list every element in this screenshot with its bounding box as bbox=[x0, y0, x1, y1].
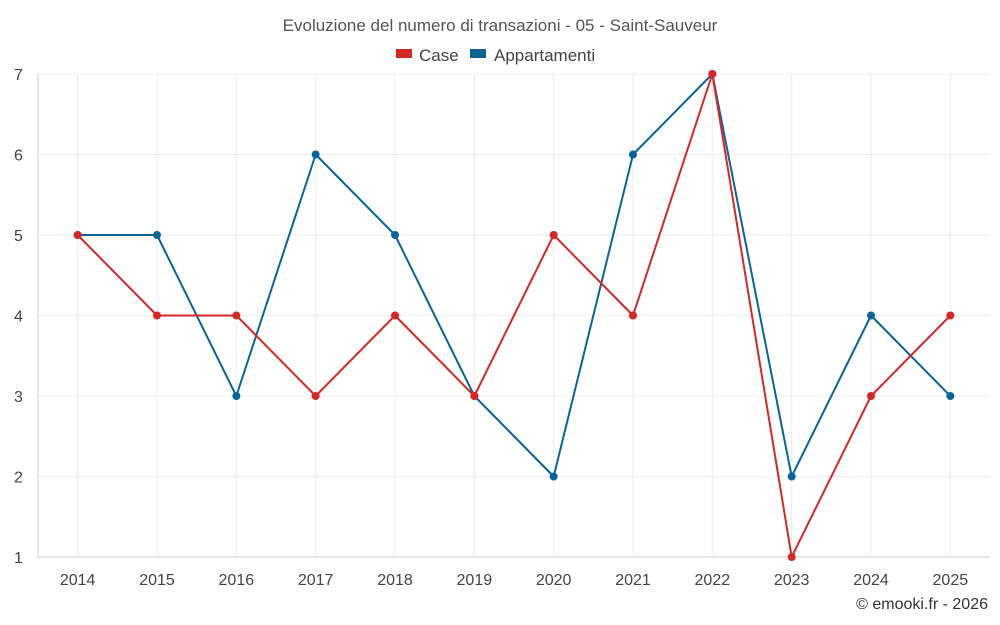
legend-swatch-appartamenti bbox=[470, 49, 486, 58]
data-point-case-2023[interactable] bbox=[787, 553, 796, 561]
x-tick-label: 2017 bbox=[298, 572, 334, 589]
series-appartamenti bbox=[73, 70, 955, 481]
data-point-case-2021[interactable] bbox=[629, 311, 637, 320]
data-point-appartamenti-2015[interactable] bbox=[153, 231, 161, 239]
series-line-appartamenti bbox=[77, 73, 952, 478]
y-tick-label: 4 bbox=[14, 309, 23, 326]
x-tick-label: 2015 bbox=[139, 572, 175, 589]
data-point-case-2014[interactable] bbox=[73, 231, 82, 239]
chart-title: Evoluzione del numero di transazioni - 0… bbox=[283, 16, 718, 35]
data-point-appartamenti-2018[interactable] bbox=[391, 231, 399, 239]
data-point-appartamenti-2024[interactable] bbox=[867, 311, 875, 320]
series-layer bbox=[73, 70, 955, 561]
data-point-case-2017[interactable] bbox=[311, 392, 320, 400]
data-point-case-2019[interactable] bbox=[470, 392, 479, 400]
y-tick-label: 7 bbox=[14, 67, 23, 84]
data-point-case-2016[interactable] bbox=[232, 311, 241, 320]
data-point-appartamenti-2025[interactable] bbox=[946, 392, 955, 400]
data-point-appartamenti-2016[interactable] bbox=[232, 392, 241, 400]
x-tick-label: 2018 bbox=[377, 572, 413, 589]
data-point-case-2020[interactable] bbox=[549, 231, 558, 239]
x-tick-label: 2022 bbox=[695, 572, 731, 589]
y-tick-label: 1 bbox=[14, 550, 23, 567]
axes: 1 2 3 4 5 6 7 2014 2015 2016 2017 2018 2019 2020 2021 2… bbox=[14, 67, 990, 589]
x-tick-label: 2016 bbox=[219, 572, 255, 589]
credit-text: © emooki.fr - 2026 bbox=[856, 596, 988, 613]
x-tick-label: 2023 bbox=[774, 572, 810, 589]
data-point-appartamenti-2021[interactable] bbox=[629, 150, 637, 159]
x-tick-label: 2025 bbox=[933, 572, 969, 589]
data-point-case-2015[interactable] bbox=[153, 311, 161, 320]
y-tick-label: 3 bbox=[14, 389, 23, 406]
legend: Case Appartamenti bbox=[396, 46, 595, 65]
data-point-case-2025[interactable] bbox=[946, 311, 955, 320]
data-point-appartamenti-2017[interactable] bbox=[311, 150, 320, 159]
x-tick-label: 2020 bbox=[536, 572, 572, 589]
data-point-case-2024[interactable] bbox=[867, 392, 875, 400]
y-tick-label: 2 bbox=[14, 470, 23, 487]
y-tick-label: 6 bbox=[14, 148, 23, 165]
y-tick-label: 5 bbox=[14, 228, 23, 245]
x-tick-label: 2024 bbox=[853, 572, 889, 589]
data-point-appartamenti-2020[interactable] bbox=[549, 472, 558, 481]
legend-label-case: Case bbox=[419, 46, 459, 65]
x-tick-label: 2014 bbox=[60, 572, 96, 589]
data-point-case-2022[interactable] bbox=[708, 70, 717, 78]
data-point-case-2018[interactable] bbox=[391, 311, 399, 320]
x-tick-label: 2021 bbox=[615, 572, 651, 589]
series-case bbox=[73, 70, 955, 561]
legend-swatch-case bbox=[396, 49, 412, 58]
x-tick-label: 2019 bbox=[457, 572, 493, 589]
legend-label-appartamenti: Appartamenti bbox=[494, 46, 595, 65]
series-line-case bbox=[76, 73, 952, 558]
data-point-appartamenti-2023[interactable] bbox=[787, 472, 796, 481]
